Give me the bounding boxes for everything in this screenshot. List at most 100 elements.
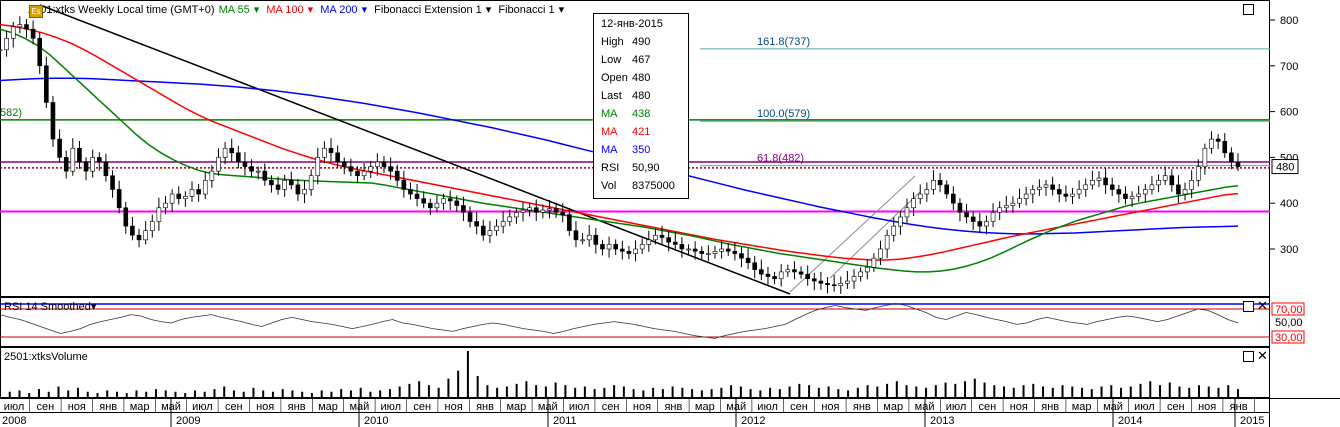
tooltip-row: MA 421	[601, 126, 651, 138]
price-candle	[143, 230, 148, 241]
price-candle	[282, 180, 287, 190]
price-candle	[864, 267, 870, 273]
price-candle	[944, 184, 950, 195]
price-candle	[4, 38, 9, 51]
price-candle	[1182, 189, 1188, 195]
x-month-label: сен	[602, 401, 620, 413]
x-year-label: 2010	[364, 415, 388, 427]
fib-level-label: 161.8(737)	[757, 36, 810, 48]
price-candle	[335, 152, 340, 163]
price-candle	[772, 276, 777, 280]
price-candle	[216, 157, 221, 172]
price-candle	[388, 166, 393, 172]
price-candle	[745, 257, 751, 264]
fib-legend[interactable]: Fibonacci 1	[498, 4, 555, 16]
fib-ext-legend[interactable]: Fibonacci Extension 1	[374, 4, 482, 16]
instrument-label[interactable]: 2501:xtks Weekly Local time (GMT+0)	[28, 4, 215, 16]
price-candle	[447, 198, 453, 202]
price-candle	[269, 180, 274, 186]
price-candle	[428, 202, 433, 209]
price-candle	[732, 250, 738, 254]
price-candle	[626, 250, 632, 254]
price-candle	[825, 283, 830, 286]
price-candle	[348, 166, 354, 172]
tooltip-row: Vol 8375000	[601, 180, 675, 192]
ma200-legend[interactable]: MA 200	[320, 4, 358, 16]
last-price-box	[1271, 159, 1299, 175]
price-candle	[878, 248, 883, 259]
price-candle	[196, 189, 201, 195]
volume-panel-close-icon[interactable]: ✕	[1257, 348, 1268, 363]
x-month-label: мар	[883, 401, 903, 413]
tooltip-row: Low 467	[601, 54, 651, 66]
tooltip-row: RSI 50,90	[601, 162, 660, 174]
price-candle	[1096, 177, 1102, 181]
ma100-legend[interactable]: MA 100	[266, 4, 304, 16]
price-candle	[1202, 147, 1208, 167]
price-candle	[686, 248, 691, 251]
ma200-dropdown-icon[interactable]: ▾	[361, 4, 368, 16]
rsi-panel-close-icon[interactable]: ✕	[1257, 298, 1268, 313]
price-candle	[295, 184, 301, 195]
price-candle	[480, 225, 486, 236]
price-candle	[70, 147, 76, 172]
price-candle	[712, 250, 718, 254]
x-month-label: ноя	[445, 401, 463, 413]
price-candle	[242, 161, 248, 167]
volume-panel-maximize-button[interactable]	[1243, 351, 1254, 362]
price-candle	[573, 230, 579, 241]
x-year-label: 2014	[1118, 415, 1142, 427]
logo-badge: Es	[29, 5, 43, 18]
price-candle	[328, 147, 334, 154]
price-candle	[917, 193, 923, 199]
price-candle	[759, 269, 764, 275]
x-month-label: июл	[192, 401, 213, 413]
price-candle	[1195, 166, 1201, 181]
price-candle	[798, 271, 804, 275]
price-candle	[653, 234, 658, 241]
price-candle	[997, 207, 1002, 213]
price-candle	[368, 166, 374, 172]
ohlc-tooltip: 12-янв-2015 High 490 Low 467 Open 480 Last 4…	[593, 13, 689, 199]
x-year-label: 2015	[1240, 415, 1264, 427]
tooltip-row: MA 438	[601, 108, 651, 120]
price-candle	[567, 214, 572, 231]
price-candle	[467, 212, 473, 222]
fib-ext-dropdown-icon[interactable]: ▾	[485, 4, 492, 16]
price-candle	[1176, 184, 1181, 195]
price-candle	[97, 157, 102, 163]
rsi-level-box	[1271, 302, 1305, 316]
price-candle	[666, 237, 671, 243]
price-candle	[37, 38, 43, 67]
ma100-dropdown-icon[interactable]: ▾	[307, 4, 314, 16]
price-panel-maximize-button[interactable]	[1243, 4, 1254, 15]
price-candle	[527, 207, 532, 211]
y-tick-label: 400	[1280, 198, 1298, 210]
price-candle	[1235, 161, 1241, 167]
price-candle	[189, 189, 195, 197]
price-candle	[1123, 193, 1128, 199]
price-candle	[765, 273, 771, 277]
rsi-title[interactable]: RSI 14 Smoothed▾	[4, 301, 97, 313]
ma55-dropdown-icon[interactable]: ▾	[253, 4, 260, 16]
x-month-label: ноя	[68, 401, 86, 413]
price-candle	[17, 24, 23, 28]
price-candle	[1136, 193, 1141, 197]
price-candle	[1129, 196, 1135, 199]
price-candle	[990, 212, 996, 222]
ma55-legend[interactable]: MA 55	[218, 4, 250, 16]
price-candle	[57, 138, 62, 158]
price-candle	[1076, 189, 1082, 195]
price-candle	[361, 170, 367, 177]
price-candle	[1156, 180, 1161, 186]
rsi-panel-maximize-button[interactable]	[1243, 301, 1254, 312]
price-candle	[533, 207, 539, 213]
fib-dropdown-icon[interactable]: ▾	[558, 4, 565, 16]
price-candle	[679, 244, 685, 250]
price-candle	[964, 212, 969, 218]
price-candle	[341, 161, 347, 167]
x-month-label: мар	[506, 401, 526, 413]
price-candle	[176, 193, 182, 199]
price-candle	[110, 175, 115, 190]
